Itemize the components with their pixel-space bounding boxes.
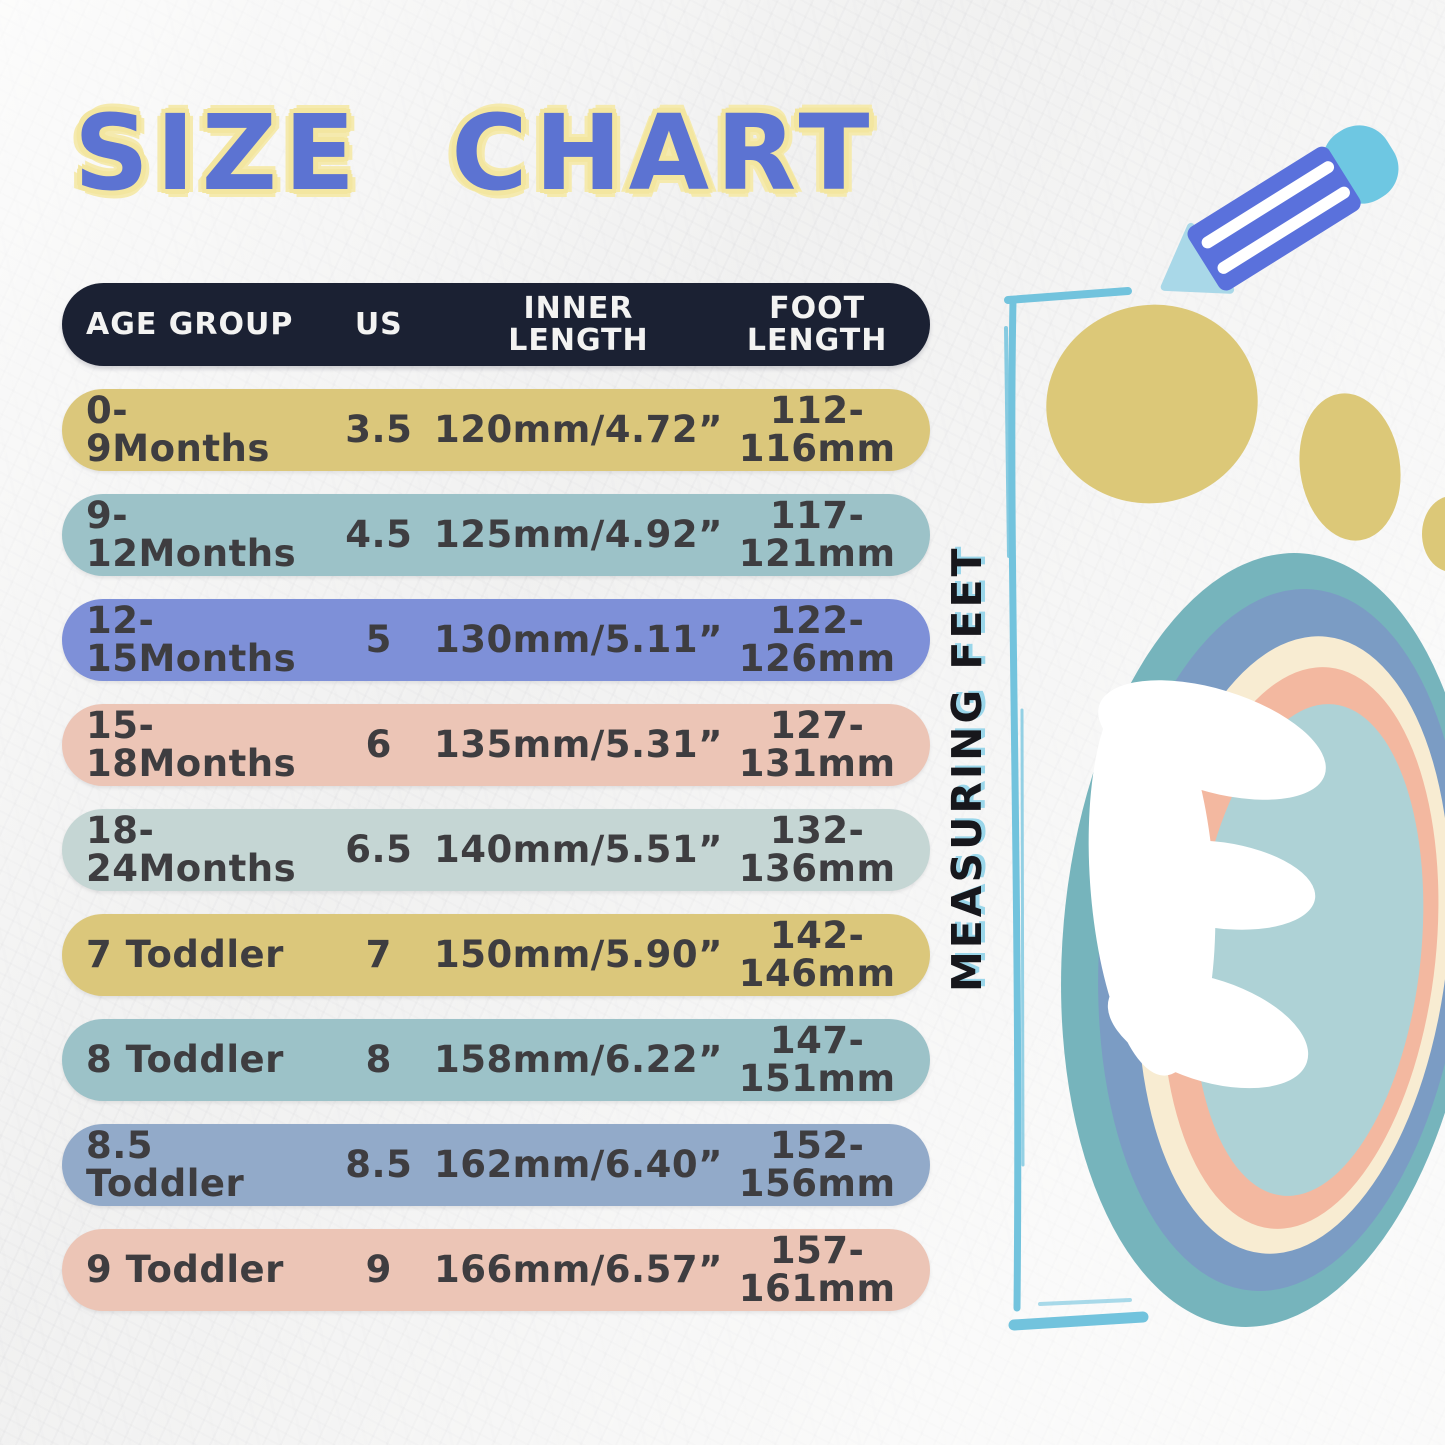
heel-squiggle [1088,680,1326,1089]
column-header-inner-length-label: INNER LENGTH [508,291,649,358]
measuring-line [1004,287,1149,1331]
cell-us-size: 7 [365,932,392,976]
cell-foot-length: 127-131mm [738,703,896,785]
cell-foot-length: 132-136mm [738,808,896,890]
cell-age-group: 15-18Months [86,703,297,785]
cell-inner-length: 166mm/6.57” [433,1247,723,1291]
cell-us-size: 8.5 [345,1142,413,1186]
cell-age-group: 9-12Months [86,493,297,575]
column-header-us-label: US [354,306,403,342]
cell-us-size: 4.5 [345,512,413,556]
cell-inner-length: 120mm/4.72” [433,407,723,451]
cell-us-size: 6 [365,722,392,766]
cell-foot-length: 122-126mm [738,598,896,680]
cell-us-size: 8 [365,1037,392,1081]
pencil-eraser [1322,125,1399,204]
cell-age-group: 18-24Months [86,808,297,890]
size-table-rows: 0-9Months 3.5 120mm/4.72” 112-116mm 9-12… [62,389,930,1311]
cell-foot-length: 117-121mm [738,493,896,575]
cell-foot-length: 147-151mm [738,1018,896,1100]
table-row: 18-24Months 6.5 140mm/5.51” 132-136mm [62,809,930,891]
pencil-tip [1160,222,1235,294]
column-header-inner-length: INNER LENGTH [453,291,705,358]
page-title: SIZE CHART [74,92,877,214]
column-header-us: US [305,309,453,340]
footprint-toes [1046,304,1445,571]
table-row: 12-15Months 5 130mm/5.11” 122-126mm [62,599,930,681]
cell-inner-length: 150mm/5.90” [433,932,723,976]
table-row: 9 Toddler 9 166mm/6.57” 157-161mm [62,1229,930,1311]
cell-age-group: 12-15Months [86,598,297,680]
size-table-header-row: AGE GROUP US INNER LENGTH FOOT LENGTH [62,283,930,366]
cell-foot-length: 157-161mm [738,1228,896,1310]
measuring-feet-label: MEASURING FEET [943,545,991,993]
cell-inner-length: 140mm/5.51” [433,827,723,871]
cell-inner-length: 158mm/6.22” [433,1037,723,1081]
cell-foot-length: 112-116mm [738,388,896,470]
table-row: 8.5 Toddler 8.5 162mm/6.40” 152-156mm [62,1124,930,1206]
small-toe [1422,497,1445,571]
heel-ring-inner [1192,704,1424,1196]
cell-foot-length: 152-156mm [738,1123,896,1205]
pencil-body [1187,146,1361,291]
table-row: 7 Toddler 7 150mm/5.90” 142-146mm [62,914,930,996]
cell-age-group: 7 Toddler [86,932,284,976]
cell-age-group: 8 Toddler [86,1037,284,1081]
column-header-age-group-label: AGE GROUP [86,306,294,342]
pencil-icon [1160,125,1399,294]
middle-toe [1299,393,1401,541]
heel-outer-teal [1061,553,1445,1327]
footprint-icon [1046,304,1445,1327]
cell-inner-length: 162mm/6.40” [433,1142,723,1186]
heel-ring-cream [1137,636,1445,1254]
cell-us-size: 3.5 [345,407,413,451]
table-row: 8 Toddler 8 158mm/6.22” 147-151mm [62,1019,930,1101]
big-toe [1046,304,1258,504]
column-header-foot-length: FOOT LENGTH [704,291,930,358]
cell-age-group: 8.5 Toddler [86,1123,245,1205]
column-header-foot-length-label: FOOT LENGTH [746,291,888,358]
cell-foot-length: 142-146mm [738,913,896,995]
heel-ring-blue [1098,588,1445,1292]
column-header-age-group: AGE GROUP [62,309,305,340]
cell-inner-length: 135mm/5.31” [433,722,723,766]
heel-ring-salmon [1161,667,1439,1229]
cell-inner-length: 130mm/5.11” [433,617,723,661]
cell-us-size: 5 [365,617,392,661]
table-row: 9-12Months 4.5 125mm/4.92” 117-121mm [62,494,930,576]
cell-age-group: 9 Toddler [86,1247,284,1291]
cell-inner-length: 125mm/4.92” [433,512,723,556]
cell-us-size: 6.5 [345,827,413,871]
cell-age-group: 0-9Months [86,388,270,470]
table-row: 0-9Months 3.5 120mm/4.72” 112-116mm [62,389,930,471]
table-row: 15-18Months 6 135mm/5.31” 127-131mm [62,704,930,786]
size-table: AGE GROUP US INNER LENGTH FOOT LENGTH 0-… [62,283,930,1311]
cell-us-size: 9 [365,1247,392,1291]
